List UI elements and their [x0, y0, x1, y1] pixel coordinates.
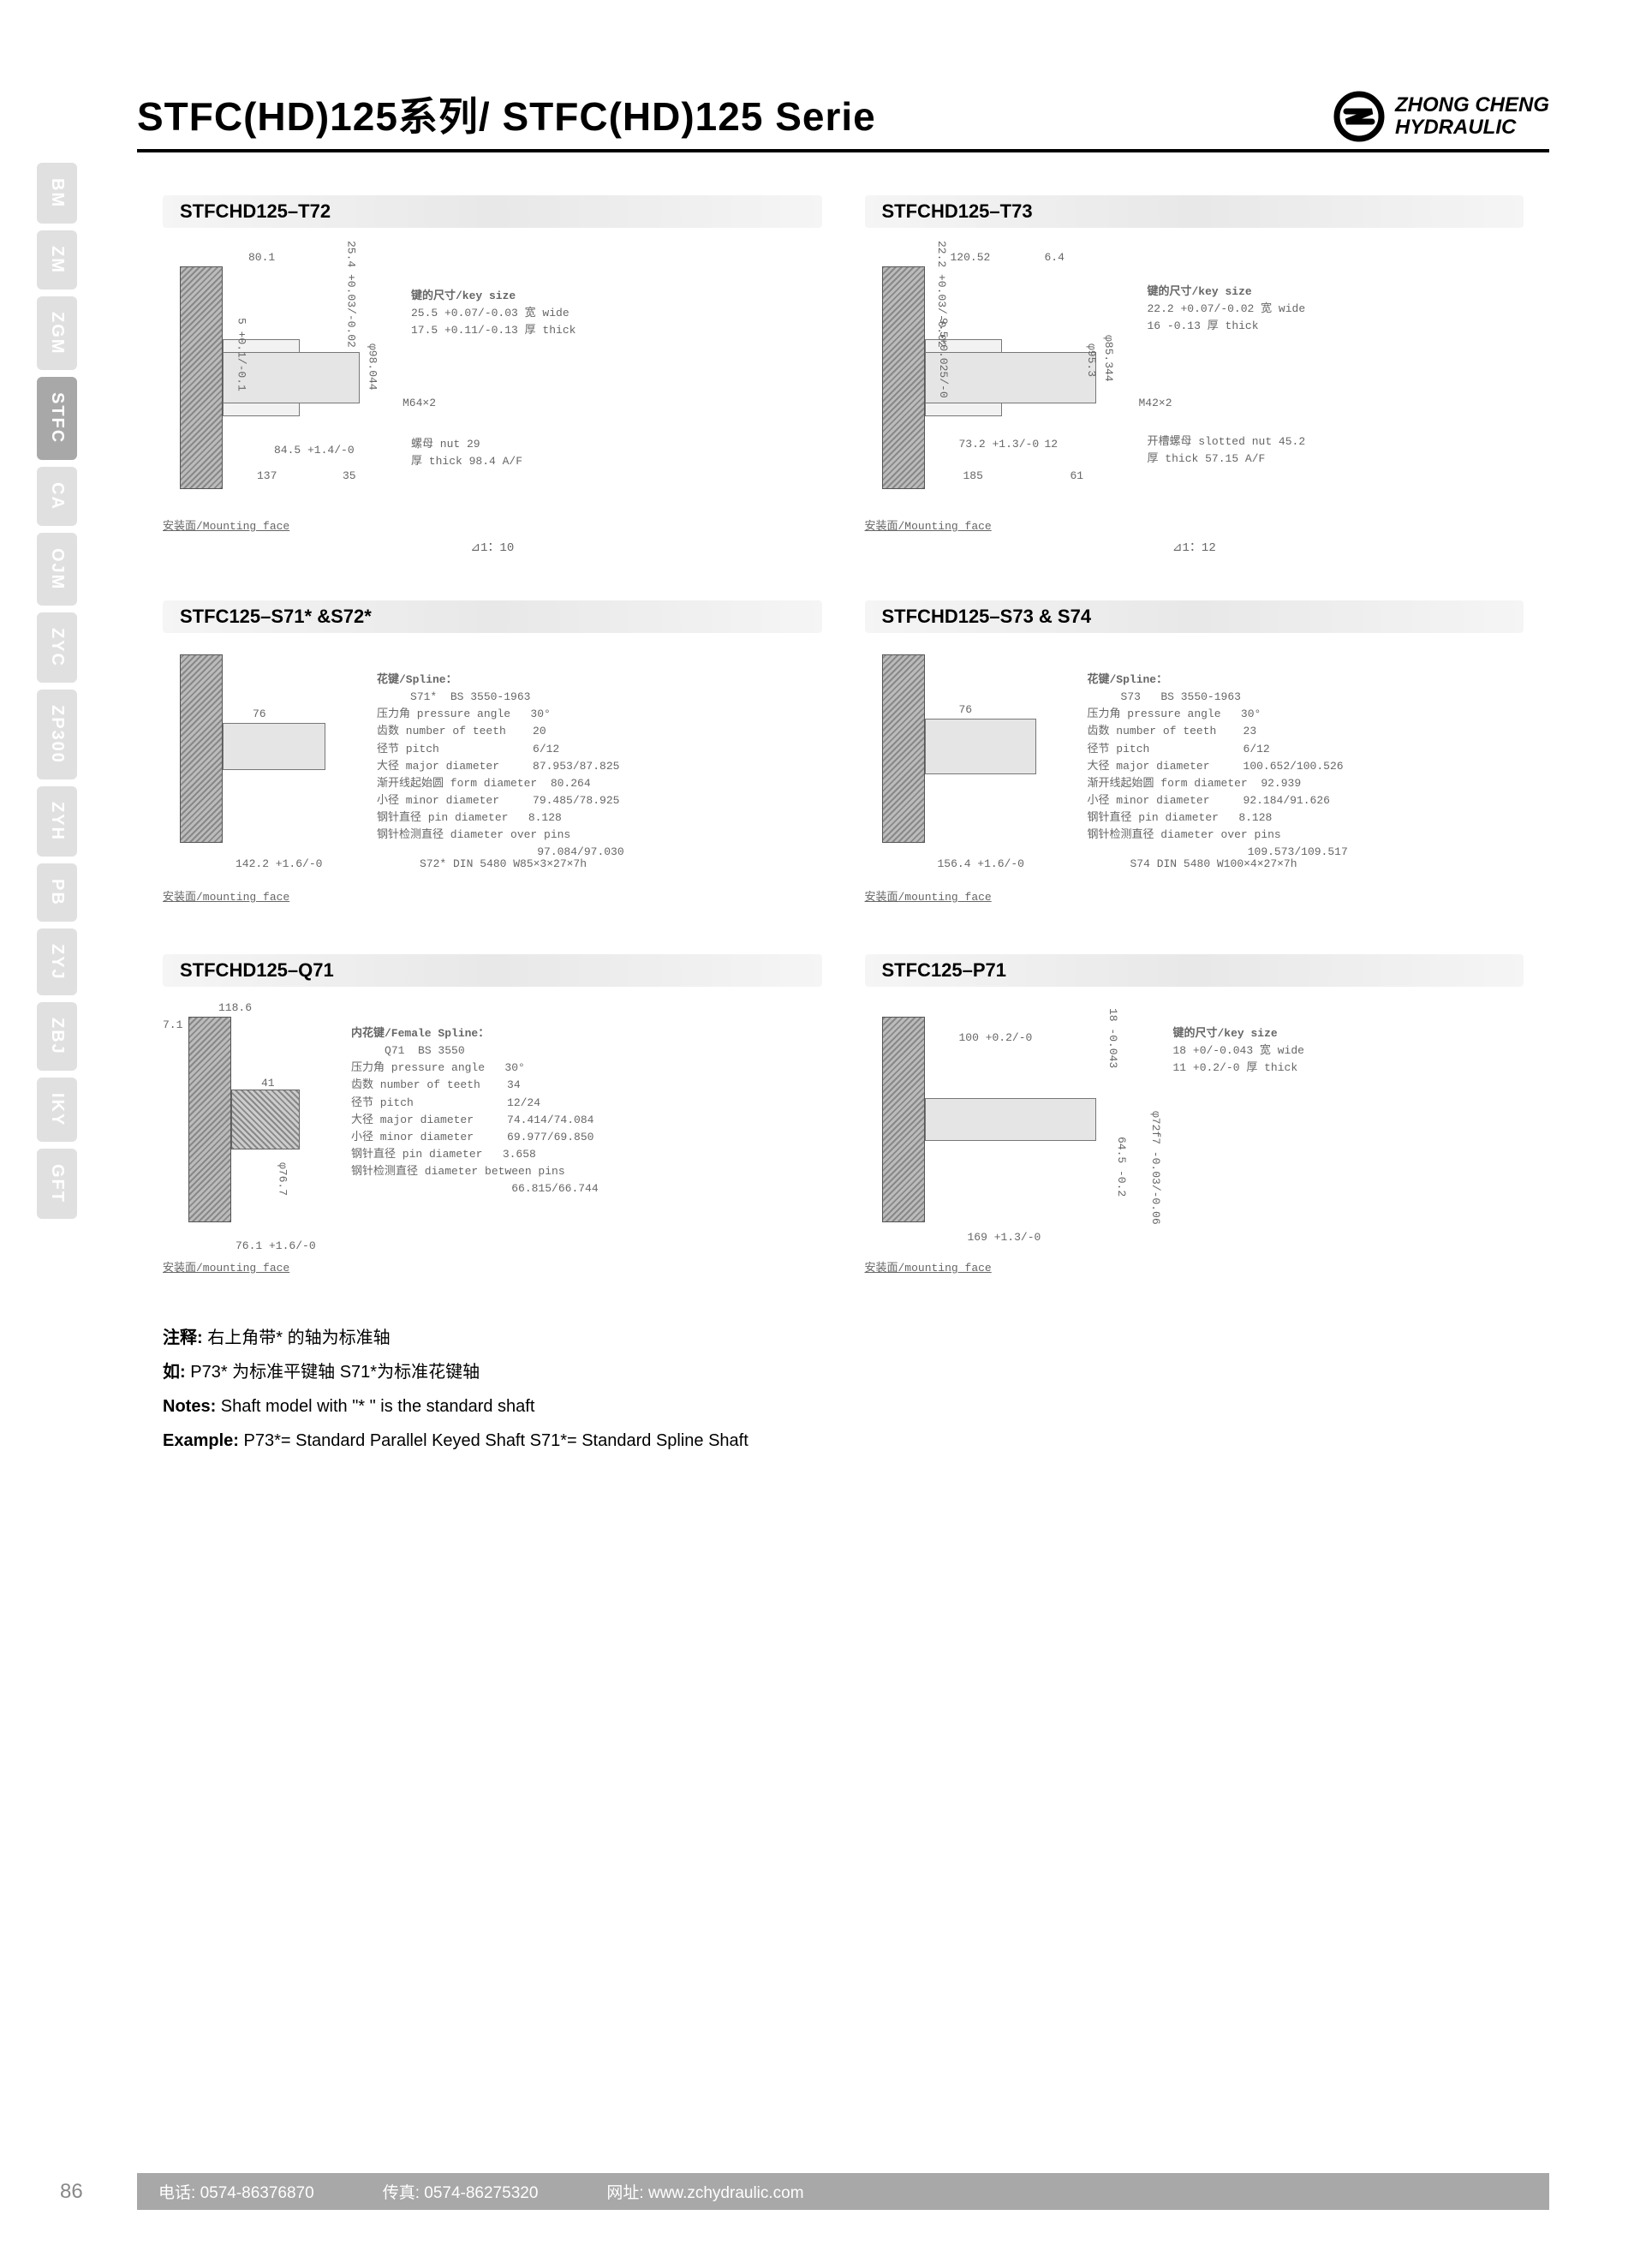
mount-label: 安装面/mounting face	[163, 1260, 289, 1277]
sidebar-item-zyc[interactable]: ZYC	[37, 612, 77, 683]
sidebar-item-pb[interactable]: PB	[37, 863, 77, 922]
sidebar-item-zyj[interactable]: ZYJ	[37, 928, 77, 996]
panel-title: STFCHD125–S73 & S74	[865, 600, 1524, 633]
panel-s71: STFC125–S71* &S72* 76 花键/Spline： S71* BS…	[163, 600, 822, 911]
panel-title: STFCHD125–Q71	[163, 954, 822, 987]
sidebar-nav: BMZM ZGM STFC CA OJM ZYC ZP300 ZYH PB ZYJ ZBJ IKY GF…	[37, 163, 81, 1226]
brand: ZHONG CHENG HYDRAULIC	[1333, 91, 1549, 142]
schematic-drawing: 100 +0.2/-0 18 -0.043 键的尺寸/key size 18 +…	[865, 1000, 1524, 1257]
schematic-drawing: 76 花键/Spline： S73 BS 3550-1963 压力角 press…	[865, 646, 1524, 886]
panel-title: STFC125–S71* &S72*	[163, 600, 822, 633]
sidebar-item-ojm[interactable]: OJM	[37, 533, 77, 606]
panel-s73: STFCHD125–S73 & S74 76 花键/Spline： S73 BS…	[865, 600, 1524, 911]
panel-t72: STFCHD125–T72 80.1 25.4 +0.03/-0.02 5 +0…	[163, 195, 822, 558]
brand-logo-icon	[1333, 91, 1385, 142]
sidebar-item-zm[interactable]: ZM	[37, 230, 77, 290]
mount-label: 安装面/mounting face	[865, 889, 992, 906]
spline-specs: 花键/Spline： S73 BS 3550-1963 压力角 pressure…	[1088, 672, 1348, 862]
brand-line2: HYDRAULIC	[1395, 116, 1549, 139]
page-header: STFC(HD)125系列/ STFC(HD)125 Serie ZHONG C…	[137, 86, 1549, 152]
spline-specs: 内花键/Female Spline： Q71 BS 3550 压力角 press…	[351, 1025, 599, 1197]
sidebar-item-bm[interactable]: BM	[37, 163, 77, 224]
panel-t73: STFCHD125–T73 120.52 6.4 22.2 +0.03/-0.0…	[865, 195, 1524, 558]
mount-label: 安装面/mounting face	[163, 889, 289, 906]
sidebar-item-iky[interactable]: IKY	[37, 1078, 77, 1142]
sidebar-item-ca[interactable]: CA	[37, 467, 77, 526]
sidebar-item-zbj[interactable]: ZBJ	[37, 1002, 77, 1071]
brand-line1: ZHONG CHENG	[1395, 94, 1549, 116]
panel-title: STFCHD125–T73	[865, 195, 1524, 228]
page-number: 86	[60, 2180, 137, 2204]
brand-text: ZHONG CHENG HYDRAULIC	[1395, 94, 1549, 140]
panel-title: STFCHD125–T72	[163, 195, 822, 228]
content: STFCHD125–T72 80.1 25.4 +0.03/-0.02 5 +0…	[163, 195, 1524, 1278]
footer-bar: 电话: 0574-86376870 传真: 0574-86275320 网址: …	[137, 2173, 1549, 2210]
sidebar-item-stfc[interactable]: STFC	[37, 377, 77, 459]
mount-label: 安装面/mounting face	[865, 1260, 992, 1277]
schematic-drawing: 120.52 6.4 22.2 +0.03/-0.02 9.5+0.025/-0…	[865, 241, 1524, 515]
notes-block: 注释: 右上角带* 的轴为标准轴 如: P73* 为标准平键轴 S71*为标准花…	[163, 1321, 1549, 1458]
spline-specs: 花键/Spline： S71* BS 3550-1963 压力角 pressur…	[377, 672, 624, 862]
panel-p71: STFC125–P71 100 +0.2/-0 18 -0.043 键的尺寸/k…	[865, 954, 1524, 1278]
panel-title: STFC125–P71	[865, 954, 1524, 987]
panel-q71: STFCHD125–Q71 118.6 7.1 41 φ76.7 内花键/Fem…	[163, 954, 822, 1278]
schematic-drawing: 80.1 25.4 +0.03/-0.02 5 +0.1/-0.1 φ98.04…	[163, 241, 822, 515]
schematic-drawing: 76 花键/Spline： S71* BS 3550-1963 压力角 pres…	[163, 646, 822, 886]
sidebar-item-zgm[interactable]: ZGM	[37, 296, 77, 370]
sidebar-item-zp300[interactable]: ZP300	[37, 690, 77, 779]
page-footer: 86 电话: 0574-86376870 传真: 0574-86275320 网…	[60, 2173, 1549, 2210]
mount-label: 安装面/Mounting face	[163, 518, 289, 535]
sidebar-item-gft[interactable]: GFT	[37, 1149, 77, 1219]
schematic-drawing: 118.6 7.1 41 φ76.7 内花键/Female Spline： Q7…	[163, 1000, 822, 1257]
page-title: STFC(HD)125系列/ STFC(HD)125 Serie	[137, 86, 876, 142]
sidebar-item-zyh[interactable]: ZYH	[37, 786, 77, 857]
mount-label: 安装面/Mounting face	[865, 518, 992, 535]
